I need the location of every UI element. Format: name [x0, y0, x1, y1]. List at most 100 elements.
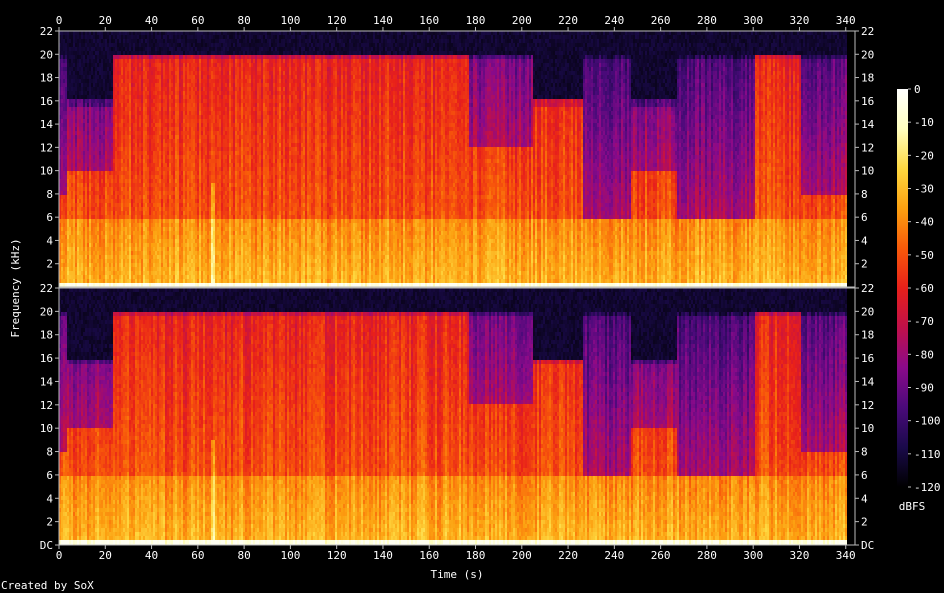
spectrogram-cell: [81, 247, 83, 251]
spectrogram-cell: [135, 187, 137, 191]
spectrogram-cell: [85, 63, 87, 67]
spectrogram-cell: [167, 123, 169, 127]
spectrogram-cell: [183, 243, 185, 247]
spectrogram-cell: [133, 195, 135, 199]
spectrogram-cell: [155, 71, 157, 75]
spectrogram-cell: [163, 259, 165, 263]
spectrogram-cell: [95, 183, 97, 187]
spectrogram-cell: [123, 83, 125, 87]
spectrogram-cell: [81, 135, 83, 139]
spectrogram-cell: [139, 163, 141, 167]
spectrogram-cell: [137, 87, 139, 91]
spectrogram-cell: [77, 163, 79, 167]
spectrogram-cell: [101, 135, 103, 139]
spectrogram-cell: [79, 247, 81, 251]
spectrogram-cell: [125, 111, 127, 115]
spectrogram-cell: [89, 255, 91, 259]
spectrogram-cell: [61, 227, 63, 231]
spectrogram-cell: [111, 171, 113, 175]
spectrogram-cell: [147, 35, 149, 39]
spectrogram-cell: [189, 83, 191, 87]
spectrogram-cell: [93, 203, 95, 207]
spectrogram-cell: [81, 83, 83, 87]
spectrogram-cell: [95, 263, 97, 267]
spectrogram-cell: [121, 231, 123, 235]
spectrogram-cell: [109, 127, 111, 131]
spectrogram-cell: [171, 155, 173, 159]
spectrogram-cell: [79, 259, 81, 263]
spectrogram-cell: [161, 215, 163, 219]
spectrogram-cell: [115, 159, 117, 163]
spectrogram-cell: [175, 239, 177, 243]
spectrogram-cell: [77, 227, 79, 231]
spectrogram-cell: [109, 275, 111, 279]
spectrogram-cell: [115, 91, 117, 95]
spectrogram-cell: [163, 91, 165, 95]
spectrogram-cell: [75, 95, 77, 99]
spectrogram-cell: [173, 79, 175, 83]
spectrogram-cell: [75, 55, 77, 59]
spectrogram-cell: [87, 75, 89, 79]
spectrogram-cell: [183, 227, 185, 231]
spectrogram-cell: [145, 267, 147, 271]
spectrogram-cell: [81, 231, 83, 235]
spectrogram-cell: [95, 127, 97, 131]
spectrogram-cell: [159, 99, 161, 103]
spectrogram-cell: [157, 255, 159, 259]
spectrogram-cell: [81, 111, 83, 115]
spectrogram-cell: [73, 259, 75, 263]
spectrogram-cell: [61, 187, 63, 191]
spectrogram-cell: [131, 231, 133, 235]
spectrogram-cell: [173, 143, 175, 147]
spectrogram-cell: [131, 75, 133, 79]
spectrogram-cell: [111, 239, 113, 243]
spectrogram-cell: [181, 239, 183, 243]
spectrogram-cell: [127, 155, 129, 159]
spectrogram-cell: [109, 263, 111, 267]
spectrogram-cell: [101, 47, 103, 51]
spectrogram-cell: [115, 51, 117, 55]
spectrogram-cell: [175, 167, 177, 171]
spectrogram-cell: [115, 139, 117, 143]
spectrogram-cell: [67, 243, 69, 247]
spectrogram-cell: [141, 63, 143, 67]
spectrogram-cell: [79, 203, 81, 207]
spectrogram-cell: [99, 195, 101, 199]
spectrogram-cell: [83, 219, 85, 223]
spectrogram-cell: [179, 35, 181, 39]
spectrogram-cell: [139, 67, 141, 71]
spectrogram-cell: [151, 83, 153, 87]
spectrogram-cell: [157, 195, 159, 199]
spectrogram-cell: [117, 223, 119, 227]
spectrogram-cell: [171, 43, 173, 47]
spectrogram-cell: [97, 163, 99, 167]
spectrogram-cell: [149, 63, 151, 67]
spectrogram-cell: [187, 211, 189, 215]
spectrogram-cell: [79, 75, 81, 79]
spectrogram-cell: [179, 111, 181, 115]
spectrogram-cell: [75, 251, 77, 255]
spectrogram-cell: [77, 215, 79, 219]
spectrogram-cell: [161, 95, 163, 99]
spectrogram-cell: [183, 151, 185, 155]
spectrogram-cell: [81, 163, 83, 167]
spectrogram-cell: [167, 143, 169, 147]
spectrogram-cell: [111, 235, 113, 239]
spectrogram-cell: [79, 51, 81, 55]
spectrogram-cell: [133, 79, 135, 83]
spectrogram-cell: [167, 95, 169, 99]
spectrogram-cell: [127, 271, 129, 275]
spectrogram-cell: [183, 87, 185, 91]
spectrogram-cell: [185, 123, 187, 127]
spectrogram-cell: [91, 275, 93, 279]
spectrogram-cell: [119, 239, 121, 243]
spectrogram-cell: [131, 191, 133, 195]
spectrogram-cell: [121, 99, 123, 103]
spectrogram-cell: [101, 263, 103, 267]
spectrogram-cell: [161, 259, 163, 263]
spectrogram-cell: [153, 267, 155, 271]
spectrogram-cell: [77, 199, 79, 203]
spectrogram-cell: [153, 139, 155, 143]
spectrogram-cell: [67, 187, 69, 191]
spectrogram-cell: [133, 227, 135, 231]
